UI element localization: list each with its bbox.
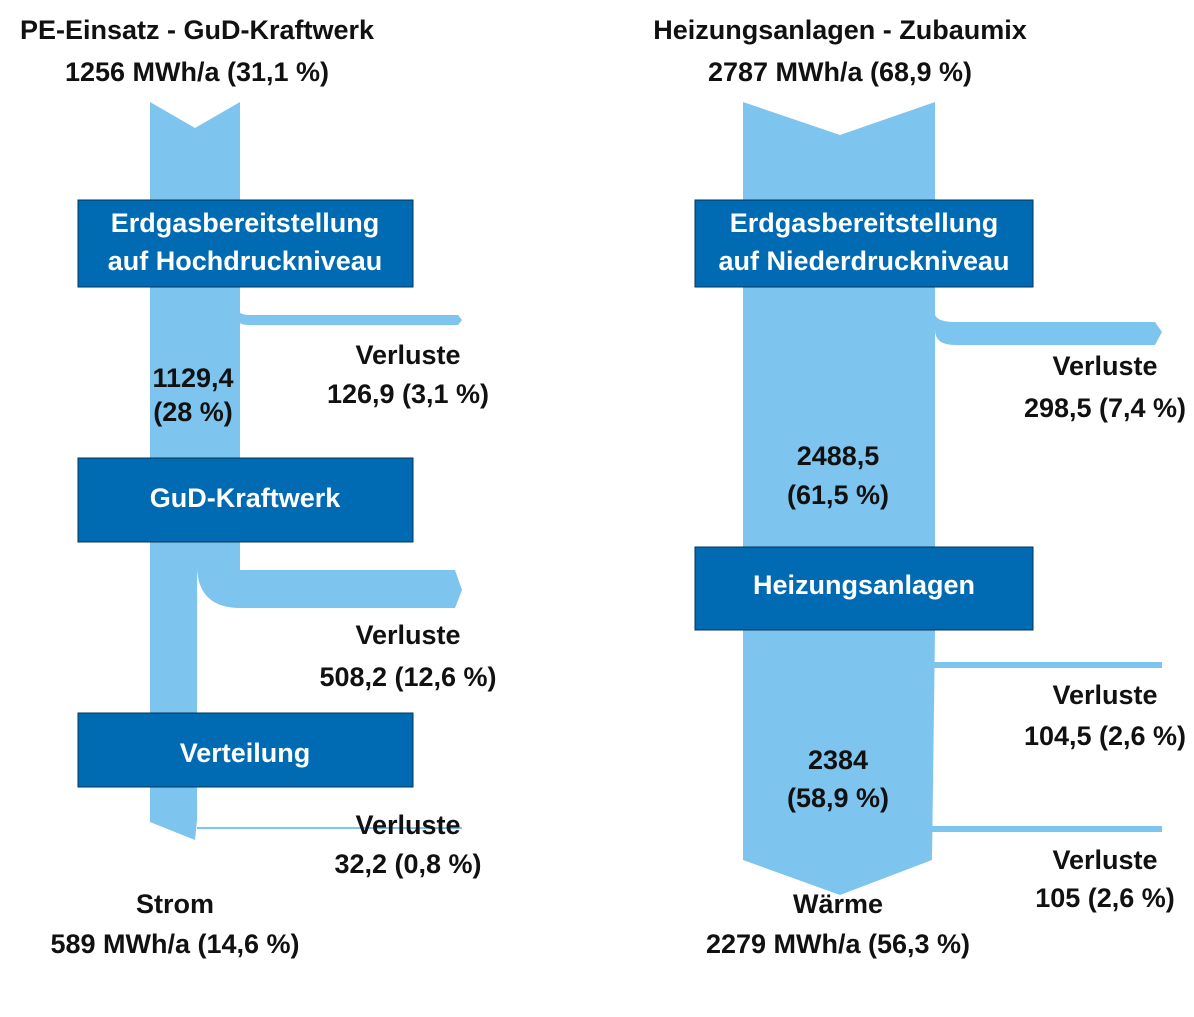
box-label: Erdgasbereitstellung [730,208,999,238]
box-label: GuD-Kraftwerk [150,483,342,513]
flow-label: (58,9 %) [787,783,889,813]
loss-label: 32,2 (0,8 %) [334,849,481,879]
output: Wärme [793,889,883,919]
loss-label: Verluste [1052,680,1157,710]
loss-label: Verluste [355,340,460,370]
loss-label: Verluste [1052,351,1157,381]
loss-label: 105 (2,6 %) [1035,883,1175,913]
flow [150,542,462,840]
loss-label: 508,2 (12,6 %) [319,662,496,692]
box-label: auf Niederdruckniveau [718,246,1009,276]
output: Strom [136,889,214,919]
loss-flow [932,662,1162,668]
flow-label: 2488,5 [797,441,880,471]
flow-label: 1129,4 [152,363,233,393]
loss-label: Verluste [355,810,460,840]
process-box [77,199,414,288]
flow-label: (28 %) [153,397,233,427]
title: PE-Einsatz - GuD-Kraftwerk [20,15,375,45]
process-box [77,457,414,543]
box-label: Heizungsanlagen [753,570,975,600]
flow [743,630,935,895]
process-box [694,546,1034,631]
loss-label: 104,5 (2,6 %) [1024,721,1186,751]
input: 2787 MWh/a (68,9 %) [708,57,972,87]
loss-label: Verluste [355,620,460,650]
title: Heizungsanlagen - Zubaumix [653,15,1027,45]
box-label: auf Hochdruckniveau [108,246,383,276]
loss-flow [237,287,462,325]
flow-label: 2384 [808,745,868,775]
loss-flow [935,287,1162,345]
loss-flow [197,827,462,829]
loss-label: Verluste [1052,845,1157,875]
process-box [694,199,1034,288]
box-label: Erdgasbereitstellung [111,208,380,238]
flow-label: (61,5 %) [787,480,889,510]
output: 589 MWh/a (14,6 %) [50,929,299,959]
loss-label: 126,9 (3,1 %) [327,379,489,409]
box-label: Verteilung [180,738,311,768]
output: 2279 MWh/a (56,3 %) [706,929,970,959]
input: 1256 MWh/a (31,1 %) [65,57,329,87]
loss-flow [932,826,1162,832]
process-box [77,712,414,788]
loss-label: 298,5 (7,4 %) [1024,393,1186,423]
